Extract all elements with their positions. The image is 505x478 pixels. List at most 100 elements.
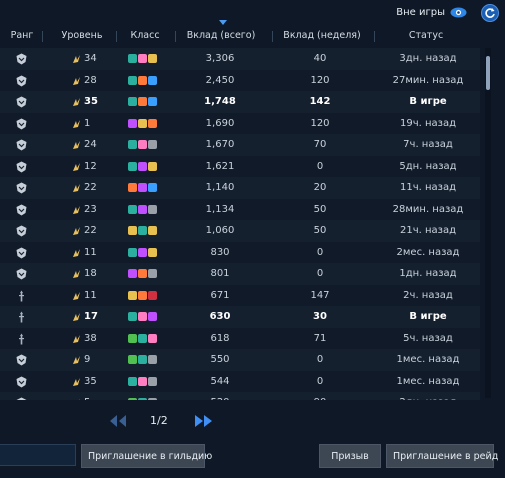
class-icon [148, 247, 157, 257]
raid-invite-button[interactable]: Приглашение в рейд [386, 444, 498, 468]
col-weekly[interactable]: Вклад (неделя) [283, 30, 361, 41]
member-class-icons [128, 204, 168, 215]
member-row[interactable]: 23 1,134 50 28мин. назад [0, 198, 480, 221]
member-total-contribution: 1,140 [205, 182, 235, 193]
class-icon [128, 204, 137, 214]
member-total-contribution: 3,306 [205, 53, 235, 64]
member-status: 5дн. назад [399, 160, 457, 172]
rank-elite-icon [16, 96, 27, 108]
member-weekly-contribution: 142 [309, 96, 331, 107]
member-level: 12 [84, 160, 97, 172]
rank-elite-icon [16, 354, 27, 366]
class-icon [138, 204, 147, 214]
col-total[interactable]: Вклад (всего) [186, 30, 256, 41]
next-page-button[interactable] [193, 414, 215, 428]
page-indicator: 1/2 [150, 414, 168, 427]
class-icon [148, 54, 157, 63]
member-row[interactable]: 11 671 147 2ч. назад [0, 284, 480, 307]
member-class-icons [128, 290, 168, 301]
member-class-icons [128, 312, 168, 322]
member-status: В игре [409, 311, 447, 322]
member-weekly-contribution: 71 [313, 332, 327, 344]
member-total-contribution: 1,621 [205, 160, 235, 172]
bottom-bar: Приглашение в гильдию Призыв Приглашение… [0, 444, 505, 468]
member-status: 19ч. назад [399, 117, 456, 129]
member-row[interactable]: 9 550 0 1мес. назад [0, 349, 480, 371]
level-wing-icon [73, 291, 80, 300]
member-row[interactable]: 38 618 71 5ч. назад [0, 327, 480, 350]
member-class-icons [128, 226, 168, 236]
member-row[interactable]: 17 630 30 В игре [0, 306, 480, 328]
member-total-contribution: 550 [210, 354, 230, 365]
eye-icon[interactable] [450, 7, 467, 18]
class-icon [148, 333, 157, 343]
member-row[interactable]: 24 1,670 70 7ч. назад [0, 134, 480, 156]
class-icon [148, 140, 157, 149]
member-row[interactable]: 1 1,690 120 19ч. назад [0, 112, 480, 135]
member-status: 21ч. назад [399, 225, 456, 236]
rank-elite-icon [16, 268, 27, 280]
level-wing-icon [73, 248, 80, 257]
level-wing-icon [73, 334, 80, 343]
rank-elite-icon [16, 118, 27, 129]
member-status: 2мес. назад [396, 246, 460, 258]
member-weekly-contribution: 20 [313, 182, 327, 193]
class-icon [128, 398, 137, 400]
rank-member-icon [19, 290, 24, 301]
offline-toggle-label[interactable]: Вне игры [396, 7, 445, 18]
col-rank[interactable]: Ранг [10, 30, 34, 41]
member-row[interactable]: 11 830 0 2мес. назад [0, 241, 480, 264]
col-separator [374, 31, 375, 42]
class-icon [138, 312, 147, 321]
member-total-contribution: 801 [210, 268, 230, 279]
member-row[interactable]: 18 801 0 1дн. назад [0, 263, 480, 285]
member-row[interactable]: 35 1,748 142 В игре [0, 91, 480, 113]
member-row[interactable]: 12 1,621 0 5дн. назад [0, 155, 480, 178]
rank-elite-icon [16, 225, 27, 237]
col-level[interactable]: Уровень [61, 30, 103, 41]
member-weekly-contribution: 0 [316, 375, 324, 387]
level-wing-icon [73, 184, 80, 192]
member-total-contribution: 1,060 [205, 225, 235, 236]
class-icon [148, 97, 157, 106]
refresh-button[interactable] [481, 4, 499, 22]
class-icon [128, 161, 137, 171]
guild-invite-button[interactable]: Приглашение в гильдию [81, 444, 212, 468]
rank-elite-icon [16, 139, 27, 151]
rank-elite-icon [16, 75, 27, 86]
class-icon [138, 290, 147, 300]
col-class[interactable]: Класс [130, 30, 160, 41]
level-wing-icon [73, 162, 80, 171]
member-class-icons [128, 118, 168, 129]
member-level: 22 [84, 225, 97, 236]
scrollbar-thumb[interactable] [486, 56, 490, 90]
level-wing-icon [73, 205, 80, 214]
col-separator [116, 31, 117, 42]
table-header: Ранг Уровень Класс Вклад (всего) Вклад (… [0, 26, 505, 46]
summon-button[interactable]: Призыв [319, 444, 381, 468]
member-total-contribution: 830 [210, 246, 230, 258]
class-icon [128, 247, 137, 257]
member-row[interactable]: 5 520 90 2дн. назад [0, 392, 480, 400]
member-level: 34 [84, 53, 97, 64]
member-status: 11ч. назад [399, 182, 456, 193]
member-row[interactable]: 22 1,140 20 11ч. назад [0, 177, 480, 199]
class-icon [128, 333, 137, 343]
class-icon [148, 161, 157, 171]
scrollbar[interactable] [485, 48, 491, 398]
member-class-icons [128, 355, 168, 365]
member-weekly-contribution: 0 [316, 246, 324, 258]
member-row[interactable]: 34 3,306 40 3дн. назад [0, 48, 480, 70]
invite-name-input[interactable] [0, 444, 76, 466]
col-status[interactable]: Статус [408, 30, 444, 41]
member-class-icons [128, 54, 168, 64]
member-total-contribution: 520 [180, 392, 260, 400]
member-class-icons [128, 398, 168, 400]
member-row[interactable]: 28 2,450 120 27мин. назад [0, 69, 480, 92]
member-total-contribution: 618 [210, 332, 230, 344]
member-total-contribution: 1,670 [205, 139, 235, 150]
level-wing-icon [76, 399, 80, 400]
member-row[interactable]: 22 1,060 50 21ч. назад [0, 220, 480, 242]
prev-page-button[interactable] [108, 414, 128, 428]
member-row[interactable]: 35 544 0 1мес. назад [0, 370, 480, 393]
